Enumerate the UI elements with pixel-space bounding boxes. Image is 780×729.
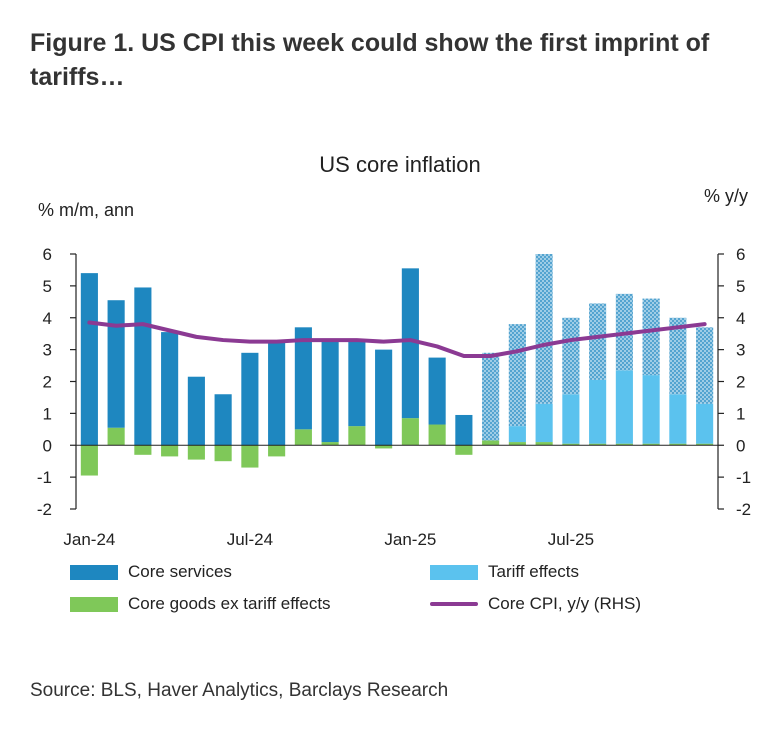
services-bar [669,317,687,395]
goods-bar [669,443,687,446]
left-tick-label: 3 [43,341,52,360]
services-bar [348,340,366,427]
goods-bar [482,440,500,446]
services-bar [268,340,286,446]
tariff-bar [642,375,660,444]
right-axis-label: % y/y [704,186,748,206]
x-tick-label: Jan-24 [63,530,115,549]
legend-core-goods: Core goods ex tariff effects [70,594,331,614]
goods-bar [268,445,286,457]
services-bar [642,298,660,376]
right-tick-label: 2 [736,373,745,392]
tariff-bar [669,394,687,444]
services-bar [161,332,179,446]
left-tick-label: 1 [43,404,52,423]
goods-bar [187,445,205,460]
left-tick-label: 2 [43,373,52,392]
services-bar [80,273,98,446]
legend-label: Core goods ex tariff effects [128,594,331,613]
goods-bar [508,442,526,446]
goods-bar [348,426,366,446]
legend-core-cpi: Core CPI, y/y (RHS) [430,594,641,614]
services-bar [375,349,393,446]
left-tick-label: -1 [37,468,52,487]
core-cpi-line [87,320,707,358]
services-bar [482,352,500,441]
core-cpi-swatch [430,602,478,606]
legend-core-services: Core services [70,562,232,582]
tariff-bar [535,403,553,443]
goods-bar [428,424,446,446]
services-bar [508,324,526,427]
core-services-swatch [70,564,118,580]
services-bar [428,357,446,425]
right-tick-label: 6 [736,245,745,264]
goods-bar [562,443,580,446]
goods-bar [642,443,660,446]
services-bar [562,317,580,395]
services-bar [401,268,419,419]
left-tick-label: 5 [43,277,52,296]
left-tick-label: -2 [37,500,52,519]
right-tick-label: -2 [736,500,751,519]
goods-bar [161,445,179,457]
services-bar [589,303,607,380]
services-bar [187,376,205,446]
goods-bar [321,442,339,446]
right-tick-label: 5 [736,277,745,296]
services-bar [107,300,125,428]
goods-bar [294,429,312,446]
services-bar [696,327,714,404]
services-bar [294,327,312,430]
tariff-bar [589,379,607,444]
left-tick-label: 0 [43,436,52,455]
goods-bar [455,445,473,455]
left-tick-label: 4 [43,309,52,328]
services-bar [455,414,473,446]
legend-label: Tariff effects [488,562,580,581]
goods-bar [535,442,553,446]
goods-bar [589,443,607,446]
legend-label: Core CPI, y/y (RHS) [488,594,642,613]
left-axis-label: % m/m, ann [38,200,134,220]
x-tick-label: Jan-25 [384,530,436,549]
right-tick-label: 4 [736,309,745,328]
goods-bar [615,443,633,446]
services-bar [214,394,232,446]
legend-tariff-effects: Tariff effects [430,562,579,582]
services-bar [535,254,553,404]
services-bar [321,338,339,443]
goods-bar [696,443,714,446]
source-note: Source: BLS, Haver Analytics, Barclays R… [30,680,449,701]
tariff-effects-swatch [430,564,478,580]
tariff-bar [562,394,580,444]
right-tick-label: 0 [736,436,745,455]
goods-bar [375,445,393,449]
goods-bar [80,445,98,476]
x-tick-label: Jul-25 [548,530,594,549]
services-bar [134,287,152,446]
tariff-bar [615,370,633,444]
chart-title: US core inflation [319,152,480,177]
goods-bar [107,427,125,446]
right-tick-label: 3 [736,341,745,360]
tariff-bar [696,403,714,444]
services-bar [241,352,259,446]
goods-bar [134,445,152,455]
right-tick-label: -1 [736,468,751,487]
right-tick-label: 1 [736,404,745,423]
goods-bar [214,445,232,462]
x-tick-label: Jul-24 [227,530,273,549]
goods-bar [401,418,419,446]
tariff-bar [508,426,526,443]
figure-title: Figure 1. US CPI this week could show th… [30,29,710,91]
legend-label: Core services [128,562,232,581]
goods-bar [241,445,259,468]
left-tick-label: 6 [43,245,52,264]
core-goods-swatch [70,596,118,612]
